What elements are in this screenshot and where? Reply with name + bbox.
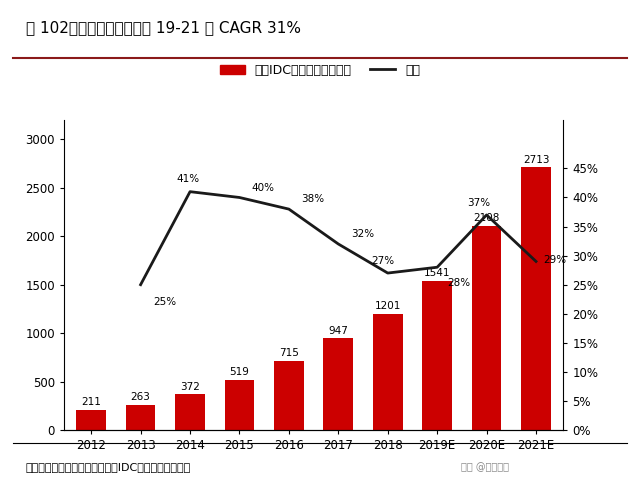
Text: 372: 372: [180, 382, 200, 392]
Text: 29%: 29%: [543, 256, 566, 266]
Bar: [323, 338, 353, 430]
Text: 1201: 1201: [374, 301, 401, 311]
Text: 27%: 27%: [371, 256, 394, 266]
Text: 资料来源：信通院（含预测）、IDC，中信证券研究部: 资料来源：信通院（含预测）、IDC，中信证券研究部: [26, 462, 191, 472]
Text: 37%: 37%: [468, 198, 491, 208]
Text: 图 102：中国数据中心市场 19-21 年 CAGR 31%: 图 102：中国数据中心市场 19-21 年 CAGR 31%: [26, 20, 301, 35]
Text: 519: 519: [230, 368, 250, 378]
Bar: [373, 314, 403, 430]
Bar: [472, 226, 501, 430]
Legend: 中国IDC市场规模（亿元）, 增速: 中国IDC市场规模（亿元）, 增速: [220, 64, 420, 76]
Bar: [521, 167, 551, 430]
Bar: [175, 394, 205, 430]
Text: 25%: 25%: [153, 298, 176, 308]
Text: 32%: 32%: [351, 230, 374, 239]
Bar: [422, 280, 452, 430]
Bar: [225, 380, 254, 430]
Text: 41%: 41%: [176, 174, 199, 184]
Text: 263: 263: [131, 392, 150, 402]
Text: 38%: 38%: [301, 194, 324, 204]
Text: 211: 211: [81, 397, 101, 407]
Bar: [76, 410, 106, 430]
Text: 头条 @未来智库: 头条 @未来智库: [461, 462, 509, 472]
Bar: [126, 404, 156, 430]
Text: 28%: 28%: [447, 278, 470, 287]
Bar: [274, 360, 304, 430]
Text: 1541: 1541: [424, 268, 451, 278]
Text: 40%: 40%: [252, 183, 275, 193]
Text: 715: 715: [279, 348, 299, 358]
Text: 2108: 2108: [474, 214, 500, 224]
Text: 947: 947: [328, 326, 348, 336]
Text: 2713: 2713: [523, 155, 549, 165]
